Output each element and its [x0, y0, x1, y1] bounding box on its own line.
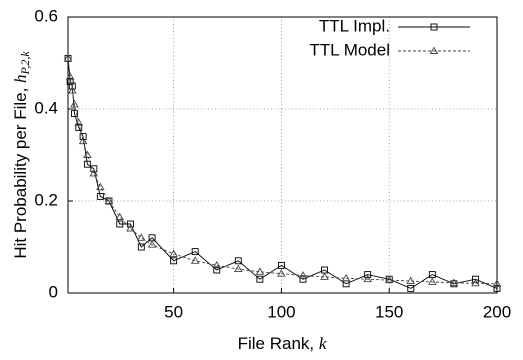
- marker: [363, 274, 372, 283]
- series-line: [67, 58, 498, 289]
- marker: [430, 23, 438, 31]
- marker: [89, 169, 99, 177]
- marker: [126, 224, 135, 232]
- x-tick-label: 50: [164, 302, 183, 321]
- marker: [70, 100, 79, 108]
- marker: [191, 248, 199, 256]
- marker: [234, 257, 242, 265]
- marker: [71, 110, 78, 118]
- y-label-var: h: [11, 74, 30, 83]
- marker: [407, 284, 415, 292]
- marker: [137, 233, 146, 241]
- marker: [68, 86, 77, 94]
- marker: [471, 278, 480, 287]
- marker: [234, 264, 243, 273]
- y-tick-label: 0.2: [34, 190, 58, 209]
- marker: [320, 272, 329, 280]
- marker: [90, 165, 98, 173]
- marker: [492, 279, 502, 287]
- marker: [256, 275, 264, 283]
- marker: [63, 54, 73, 62]
- x-tick-label: 200: [483, 302, 511, 321]
- y-tick-label: 0.6: [34, 6, 58, 25]
- y-label-text: Hit Probability per File,: [11, 83, 30, 259]
- x-tick-label: 150: [375, 302, 403, 321]
- marker: [127, 220, 134, 228]
- marker: [299, 275, 307, 283]
- marker: [449, 278, 459, 286]
- marker: [471, 275, 479, 283]
- series-line: [67, 58, 498, 285]
- marker: [298, 271, 308, 279]
- marker: [190, 256, 200, 264]
- legend-label: TTL Impl.: [319, 16, 390, 35]
- marker: [428, 277, 437, 285]
- y-tick-label: 0: [49, 282, 58, 301]
- marker: [78, 136, 88, 145]
- x-label-var: k: [319, 334, 327, 353]
- marker: [83, 160, 91, 168]
- marker: [255, 267, 265, 275]
- marker: [341, 273, 351, 282]
- x-label-text: File Rank,: [238, 334, 319, 353]
- marker: [493, 284, 501, 292]
- marker: [429, 46, 439, 54]
- marker: [74, 118, 84, 126]
- marker: [137, 243, 145, 251]
- marker: [104, 196, 114, 204]
- marker: [277, 269, 286, 277]
- x-tick-label: 100: [267, 302, 295, 321]
- marker: [96, 182, 105, 191]
- marker: [212, 261, 222, 269]
- marker: [83, 150, 92, 158]
- marker: [147, 240, 157, 248]
- y-label-sub: P,2,k: [18, 51, 32, 76]
- plot-frame: [67, 16, 498, 294]
- marker: [169, 249, 178, 257]
- marker: [213, 266, 221, 274]
- marker: [115, 212, 125, 221]
- x-axis-label: File Rank, k: [238, 334, 327, 354]
- marker: [96, 192, 104, 200]
- marker: [65, 72, 75, 80]
- y-tick-label: 0.4: [34, 98, 58, 117]
- marker: [406, 276, 416, 284]
- marker: [364, 271, 372, 279]
- marker: [277, 261, 285, 269]
- marker: [170, 257, 178, 265]
- legend-label: TTL Model: [309, 40, 390, 59]
- marker: [384, 275, 394, 284]
- y-axis-label: Hit Probability per File, hP,2,k: [11, 51, 32, 259]
- marker: [116, 220, 124, 228]
